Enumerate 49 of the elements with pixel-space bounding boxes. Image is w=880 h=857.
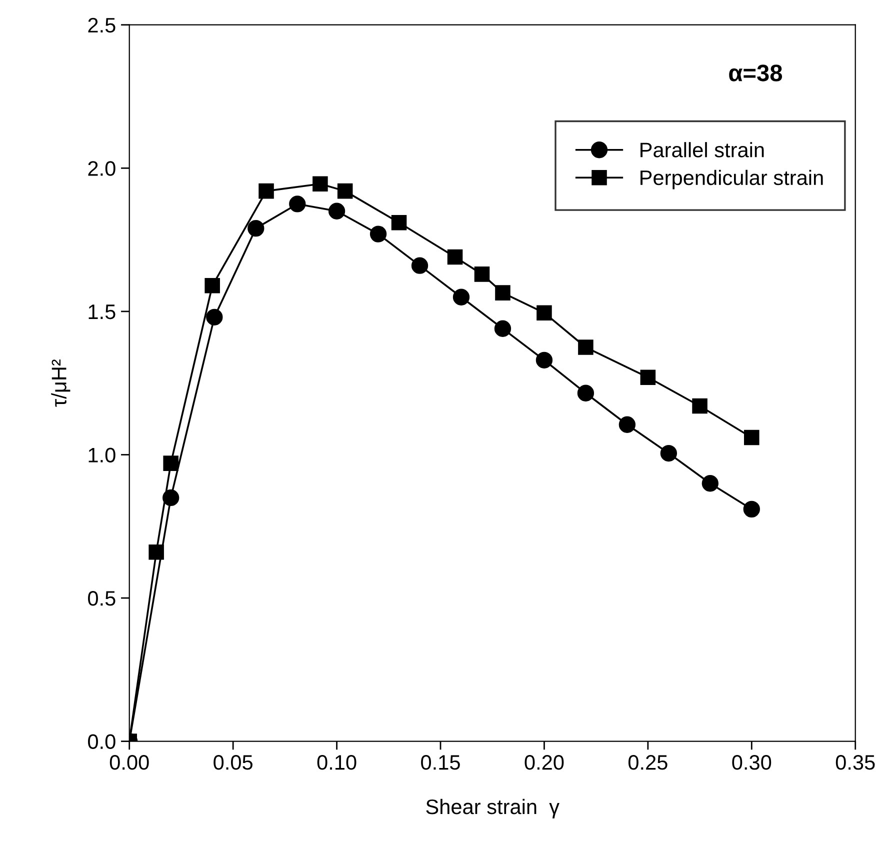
- point: [411, 257, 428, 274]
- x-axis-title: Shear strain γ: [426, 798, 560, 818]
- y-axis-title: τ/μH²: [51, 359, 70, 407]
- y-tick-label: 1.5: [88, 304, 116, 320]
- x-tick-label: 0.20: [524, 755, 564, 770]
- point: [660, 444, 678, 462]
- point: [289, 196, 306, 212]
- point: [702, 475, 718, 492]
- point: [328, 202, 346, 220]
- x-tick-label: 0.15: [421, 755, 460, 770]
- annotation: α=38: [729, 64, 782, 82]
- point: [312, 176, 328, 192]
- y-tick-label: 0.5: [88, 591, 116, 606]
- point: [391, 214, 407, 230]
- point: [495, 285, 510, 300]
- point: [452, 288, 470, 306]
- point: [162, 489, 180, 506]
- point: [577, 384, 594, 402]
- x-tick-label: 0.30: [732, 755, 772, 770]
- x-tick-label: 0.25: [628, 755, 668, 770]
- point: [163, 456, 178, 471]
- point: [494, 320, 512, 337]
- point: [337, 183, 353, 199]
- point: [744, 430, 760, 446]
- point: [370, 226, 387, 242]
- point: [578, 340, 594, 355]
- point: [148, 544, 164, 560]
- x-tick-label: 0.00: [110, 755, 149, 770]
- point: [258, 183, 274, 199]
- point: [536, 305, 552, 321]
- point: [474, 266, 490, 282]
- point: [536, 352, 553, 368]
- point: [447, 249, 463, 265]
- legend-label: Perpendicular strain: [640, 170, 823, 190]
- point: [640, 370, 656, 385]
- point: [743, 500, 760, 518]
- point: [248, 220, 264, 237]
- x-tick-label: 0.10: [317, 755, 356, 770]
- point: [204, 278, 220, 294]
- y-tick-label: 2.0: [88, 161, 116, 176]
- legend-label: Parallel strain: [640, 142, 764, 158]
- point: [206, 308, 223, 326]
- y-tick-label: 2.5: [88, 18, 116, 33]
- point: [618, 416, 636, 433]
- point: [692, 398, 708, 414]
- y-tick-label: 1.0: [88, 448, 116, 462]
- y-tick-label: 0.0: [88, 734, 116, 750]
- x-tick-label: 0.35: [836, 755, 875, 770]
- x-tick-label: 0.05: [214, 755, 252, 770]
